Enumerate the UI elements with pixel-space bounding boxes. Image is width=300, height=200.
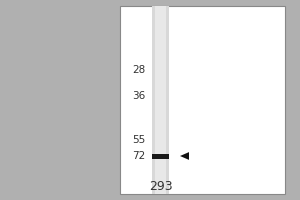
Bar — [152, 154, 169, 158]
Text: 72: 72 — [132, 151, 146, 161]
Text: 55: 55 — [132, 135, 146, 145]
Text: 293: 293 — [149, 180, 172, 192]
Polygon shape — [180, 152, 189, 160]
Bar — [120, 6, 285, 194]
Bar — [152, 6, 169, 194]
Bar — [155, 6, 166, 194]
Text: 36: 36 — [132, 91, 146, 101]
Text: 28: 28 — [132, 65, 146, 75]
